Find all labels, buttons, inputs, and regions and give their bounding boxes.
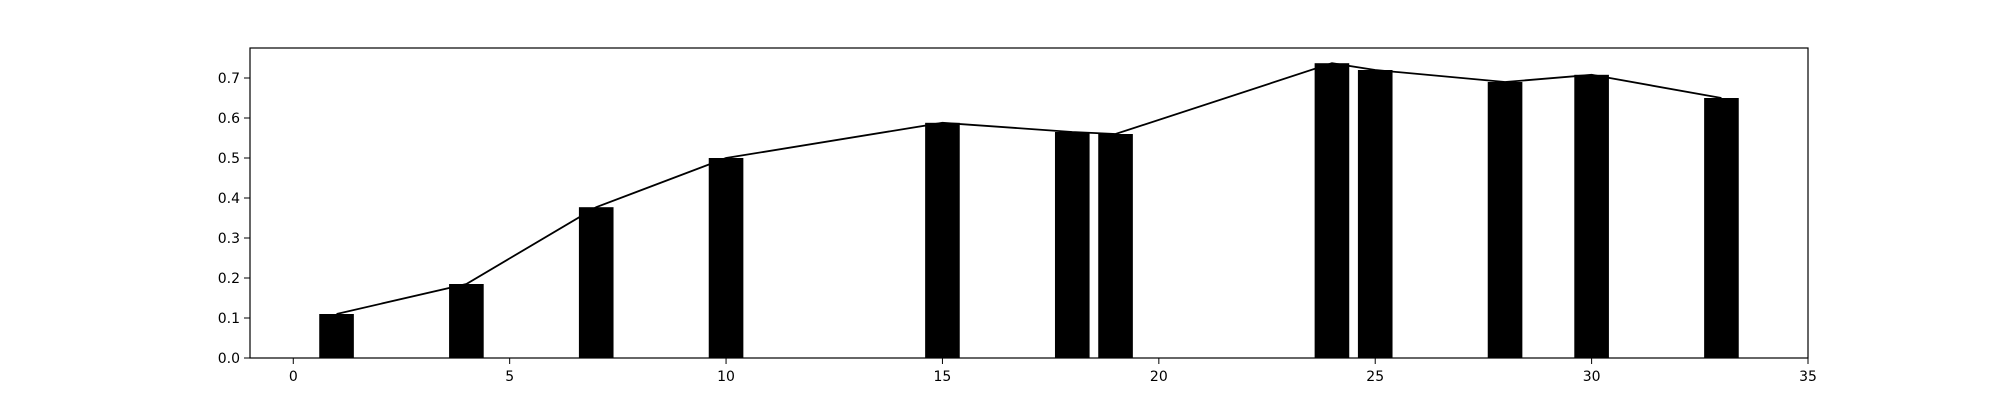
bar-11 — [1704, 98, 1739, 358]
series-line — [336, 62, 1722, 315]
plot-frame — [249, 47, 1809, 359]
x-tick-label-4: 20 — [1150, 369, 1168, 385]
line-group — [336, 62, 1722, 315]
y-tick-label-6: 0.6 — [218, 111, 240, 127]
x-tick-label-2: 10 — [717, 369, 735, 385]
y-tick-label-1: 0.1 — [218, 311, 240, 327]
x-tick-label-6: 30 — [1583, 369, 1601, 385]
plot-background — [250, 48, 1808, 358]
y-axis-ticks: 0.0 0.1 0.2 0.3 0.4 0.5 0.6 0.7 — [218, 71, 250, 367]
bar-8 — [1357, 70, 1393, 358]
x-tick-label-1: 5 — [505, 369, 514, 385]
y-tick-label-5: 0.5 — [218, 151, 240, 167]
bar-5 — [1054, 132, 1090, 358]
bar-3 — [708, 158, 744, 358]
bar-1 — [449, 284, 484, 358]
bar-9 — [1487, 82, 1523, 358]
x-tick-label-0: 0 — [289, 369, 298, 385]
bar-4 — [925, 122, 960, 358]
x-tick-label-7: 35 — [1799, 369, 1817, 385]
bar-10 — [1574, 74, 1609, 359]
y-tick-label-7: 0.7 — [218, 71, 240, 87]
y-tick-label-3: 0.3 — [218, 231, 240, 247]
x-axis-ticks: 0 5 10 15 20 25 30 35 — [289, 358, 1817, 385]
y-tick-label-4: 0.4 — [218, 191, 240, 207]
y-tick-label-0: 0.0 — [218, 351, 240, 367]
x-tick-label-5: 25 — [1366, 369, 1384, 385]
x-tick-label-3: 15 — [934, 369, 952, 385]
bars-group — [319, 63, 1739, 359]
bar-0 — [319, 314, 354, 358]
bar-7 — [1314, 63, 1350, 358]
bar-6 — [1098, 134, 1133, 358]
bar-2 — [578, 207, 614, 358]
y-tick-label-2: 0.2 — [218, 271, 240, 287]
